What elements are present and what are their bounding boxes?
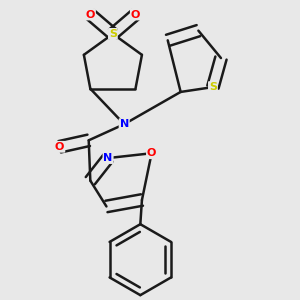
Text: O: O	[55, 142, 64, 152]
Text: S: S	[109, 29, 117, 39]
Text: S: S	[209, 82, 217, 92]
Text: O: O	[147, 148, 156, 158]
Text: O: O	[85, 10, 95, 20]
Text: N: N	[103, 153, 113, 163]
Text: O: O	[131, 10, 140, 20]
Text: N: N	[120, 119, 129, 129]
